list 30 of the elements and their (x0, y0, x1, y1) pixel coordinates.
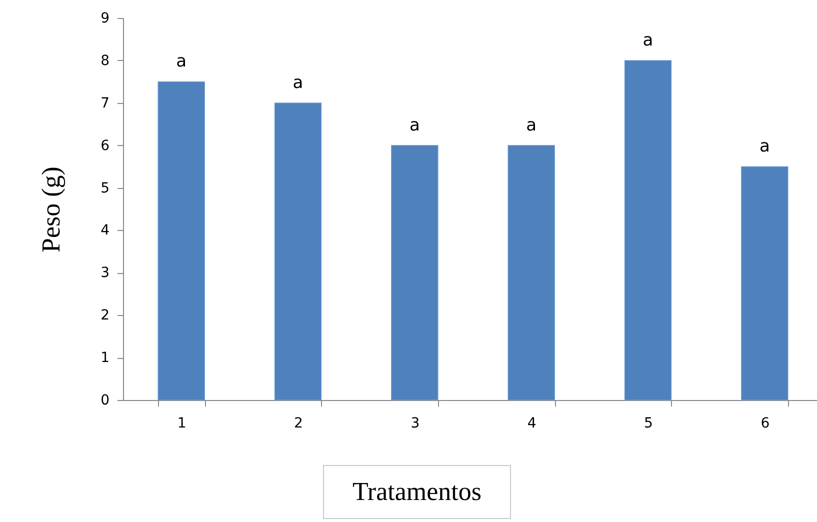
y-tick-label: 5 (100, 180, 110, 196)
annotation: a (526, 115, 537, 136)
annotation: a (642, 30, 654, 50)
y-tick-label: 4 (100, 222, 110, 239)
bar (741, 166, 788, 400)
x-tick-label: 2 (294, 416, 303, 432)
y-tick-label: 2 (100, 308, 110, 324)
bar (508, 145, 555, 400)
y-tick-label: 8 (100, 52, 110, 69)
x-axis-title: Tratamentos (323, 465, 511, 519)
annotation: a (409, 115, 420, 136)
bar (391, 145, 438, 400)
x-tick-label: 4 (527, 416, 536, 432)
x-tick-label: 1 (177, 416, 186, 432)
bar (158, 81, 205, 400)
y-tick-label: 6 (100, 138, 110, 154)
bar (624, 60, 672, 400)
y-tick-label: 1 (100, 350, 110, 366)
y-tick-label: 9 (100, 10, 110, 26)
x-tick-label: 5 (644, 416, 653, 432)
bar (274, 102, 322, 400)
x-tick-label: 3 (410, 416, 420, 432)
y-axis-title: Peso (g) (36, 166, 66, 252)
x-tick-label: 6 (760, 416, 770, 432)
y-tick-label: 0 (100, 392, 110, 408)
annotation: a (176, 52, 187, 72)
y-tick-label: 3 (100, 265, 110, 282)
annotation: a (292, 72, 304, 93)
y-tick-label: 7 (100, 95, 110, 112)
annotation: a (759, 136, 770, 157)
